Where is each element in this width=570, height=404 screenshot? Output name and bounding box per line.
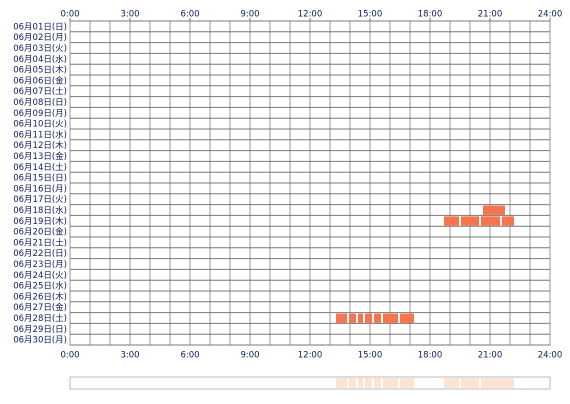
row-label: 06月27日(金) <box>13 302 67 313</box>
row-label: 06月10日(火) <box>13 120 67 130</box>
row-label: 06月22日(日) <box>13 249 67 259</box>
row-label: 06月04日(水) <box>13 54 67 65</box>
activity-bar <box>483 205 505 215</box>
row-label: 06月23日(月) <box>13 260 67 270</box>
activity-bar <box>481 216 500 226</box>
row-label: 06月02日(月) <box>13 33 67 43</box>
row-label: 06月17日(火) <box>13 195 67 205</box>
x-tick-label: 9:00 <box>240 10 259 20</box>
x-tick-label: 6:00 <box>180 351 199 361</box>
summary-bar <box>383 378 398 388</box>
row-label: 06月20日(金) <box>13 227 67 238</box>
summary-bar <box>336 378 347 388</box>
x-tick-label: 0:00 <box>60 10 79 20</box>
row-label: 06月30日(月) <box>13 336 67 346</box>
row-label: 06月06日(金) <box>13 75 67 86</box>
row-label: 06月11日(水) <box>13 129 67 140</box>
row-label: 06月13日(金) <box>13 151 67 162</box>
row-label: 06月15日(日) <box>13 174 67 184</box>
x-tick-label: 15:00 <box>358 351 383 361</box>
row-label: 06月26日(木) <box>13 291 67 302</box>
row-label: 06月29日(日) <box>13 325 67 335</box>
x-tick-label: 12:00 <box>298 351 323 361</box>
x-tick-label: 24:00 <box>538 351 563 361</box>
summary-bar <box>349 378 356 388</box>
row-label: 06月25日(水) <box>13 281 67 292</box>
row-label: 06月21日(土) <box>13 237 67 248</box>
x-tick-label: 15:00 <box>358 10 383 20</box>
summary-bar <box>400 378 414 388</box>
row-label: 06月18日(水) <box>13 205 67 216</box>
activity-bar <box>365 313 372 323</box>
summary-bar <box>358 378 363 388</box>
summary-bar <box>374 378 381 388</box>
row-label: 06月19日(木) <box>13 216 67 227</box>
summary-bar <box>461 378 479 388</box>
activity-bar <box>374 313 381 323</box>
activity-bar <box>349 313 356 323</box>
row-label: 06月09日(月) <box>13 109 67 119</box>
x-tick-label: 3:00 <box>120 10 139 20</box>
summary-bar <box>481 378 500 388</box>
x-tick-label: 6:00 <box>180 10 199 20</box>
activity-bar <box>336 313 347 323</box>
row-label: 06月14日(土) <box>13 162 67 173</box>
row-label: 06月07日(土) <box>13 86 67 97</box>
row-label: 06月24日(火) <box>13 271 67 281</box>
activity-bar <box>502 216 514 226</box>
x-tick-label: 9:00 <box>240 351 259 361</box>
activity-bar <box>358 313 363 323</box>
row-label: 06月05日(木) <box>13 65 67 76</box>
activity-bar <box>461 216 479 226</box>
x-tick-label: 3:00 <box>120 351 139 361</box>
x-tick-label: 21:00 <box>478 351 503 361</box>
summary-bar <box>365 378 372 388</box>
x-tick-label: 0:00 <box>60 351 79 361</box>
summary-frame <box>69 376 551 390</box>
activity-bar <box>383 313 398 323</box>
row-label: 06月01日(日) <box>13 22 67 32</box>
x-tick-label: 18:00 <box>418 351 443 361</box>
x-tick-label: 12:00 <box>298 10 323 20</box>
x-tick-label: 24:00 <box>538 10 563 20</box>
activity-bar <box>444 216 459 226</box>
summary-bar <box>444 378 459 388</box>
x-tick-label: 21:00 <box>478 10 503 20</box>
row-label: 06月08日(日) <box>13 98 67 108</box>
row-label: 06月03日(火) <box>13 44 67 54</box>
activity-bar <box>400 313 414 323</box>
row-label: 06月12日(木) <box>13 140 67 151</box>
summary-bar <box>502 378 514 388</box>
x-tick-label: 18:00 <box>418 10 443 20</box>
row-label: 06月16日(月) <box>13 184 67 194</box>
row-label: 06月28日(土) <box>13 313 67 324</box>
